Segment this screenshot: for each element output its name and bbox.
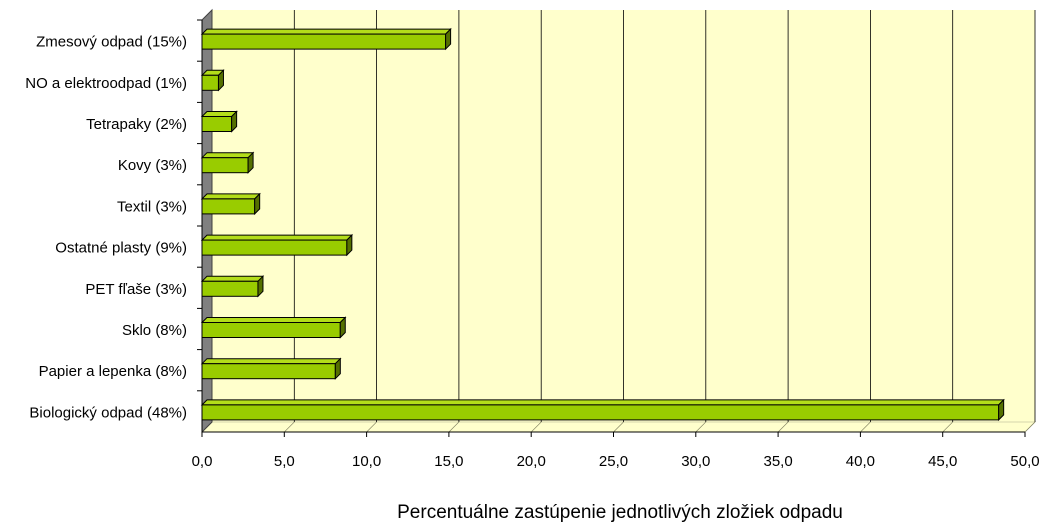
bar-top-face	[200, 317, 347, 323]
bar-end-face	[346, 233, 353, 257]
bar-front-face	[201, 198, 256, 215]
bar	[200, 192, 261, 216]
bar-end-face	[339, 316, 346, 339]
floor-gridline	[613, 421, 624, 433]
x-tick-label: 35,0	[763, 453, 792, 470]
x-tick-label: 20,0	[517, 453, 546, 470]
category-label: PET fľaše (3%)	[85, 281, 187, 298]
category-label: Textil (3%)	[117, 198, 187, 215]
bar	[200, 357, 342, 380]
bar	[200, 27, 452, 51]
bar-end-face	[257, 275, 264, 298]
bar-front-face	[201, 239, 348, 256]
bar-top-face	[200, 111, 238, 117]
category-label: Papier a lepenka (8%)	[39, 363, 187, 380]
floor-gridline	[448, 421, 460, 433]
bar-front-face	[201, 116, 233, 132]
x-axis-title: Percentuálne zastúpenie jednotlivých zlo…	[397, 502, 843, 523]
category-label: Ostatné plasty (9%)	[55, 240, 187, 257]
category-label: Sklo (8%)	[122, 322, 187, 339]
bar-top-face	[200, 358, 342, 365]
gridlines	[284, 10, 1036, 433]
floor-gridline	[777, 421, 789, 433]
bar	[200, 151, 255, 174]
bar-end-face	[254, 192, 261, 216]
bar-front-face	[201, 33, 447, 50]
bar-end-face	[998, 398, 1005, 422]
bar-top-face	[200, 399, 1005, 406]
x-tick-label: 5,0	[274, 453, 295, 470]
bar-end-face	[217, 69, 224, 92]
floor-gridline	[366, 421, 377, 433]
x-tick-label: 15,0	[434, 453, 463, 470]
x-tick-label: 0,0	[192, 453, 213, 470]
bar-end-face	[334, 357, 341, 380]
bar-end-face	[445, 27, 452, 51]
x-axis-ticks: 0,0 5,0 10,0 15,0 20,0 25,0 30,0 35,0 40,0 45,0 50…	[192, 19, 1040, 470]
floor-gridline	[284, 421, 295, 433]
bar-front-face	[201, 74, 219, 91]
category-label: Tetrapaky (2%)	[86, 116, 187, 133]
bar-front-face	[201, 363, 336, 380]
bar	[200, 316, 347, 339]
x-tick-label: 30,0	[681, 453, 710, 470]
bar-top-face	[200, 234, 354, 241]
bar-front-face	[201, 404, 1000, 421]
x-tick-label: 45,0	[928, 453, 957, 470]
category-label: Kovy (3%)	[118, 157, 187, 174]
floor-gridline	[942, 421, 953, 433]
bar	[200, 110, 238, 133]
bar-end-face	[231, 110, 238, 133]
x-tick-label: 25,0	[599, 453, 628, 470]
x-tick-label: 40,0	[846, 453, 875, 470]
floor-gridline	[695, 421, 707, 433]
bar-front-face	[201, 280, 259, 297]
bar	[200, 233, 354, 257]
bar-end-face	[247, 151, 254, 174]
x-tick-label: 50,0	[1010, 453, 1039, 470]
bar-front-face	[201, 157, 249, 174]
floor-gridline	[530, 421, 542, 433]
bar-top-face	[200, 193, 261, 200]
bar-top-face	[200, 28, 452, 35]
bar	[200, 69, 225, 92]
bar-top-face	[200, 275, 265, 282]
x-tick-label: 10,0	[352, 453, 381, 470]
floor-gridline	[860, 421, 871, 433]
bar-top-face	[200, 152, 255, 159]
category-label: NO a elektroodpad (1%)	[25, 75, 187, 92]
category-label: Biologický odpad (48%)	[29, 404, 187, 421]
category-labels: Zmesový odpad (15%) NO a elektroodpad (1%…	[25, 34, 187, 422]
floor-gridline	[1024, 421, 1036, 433]
bar-front-face	[201, 322, 341, 338]
bar	[200, 275, 265, 298]
category-label: Zmesový odpad (15%)	[36, 34, 187, 51]
bar	[200, 398, 1005, 422]
